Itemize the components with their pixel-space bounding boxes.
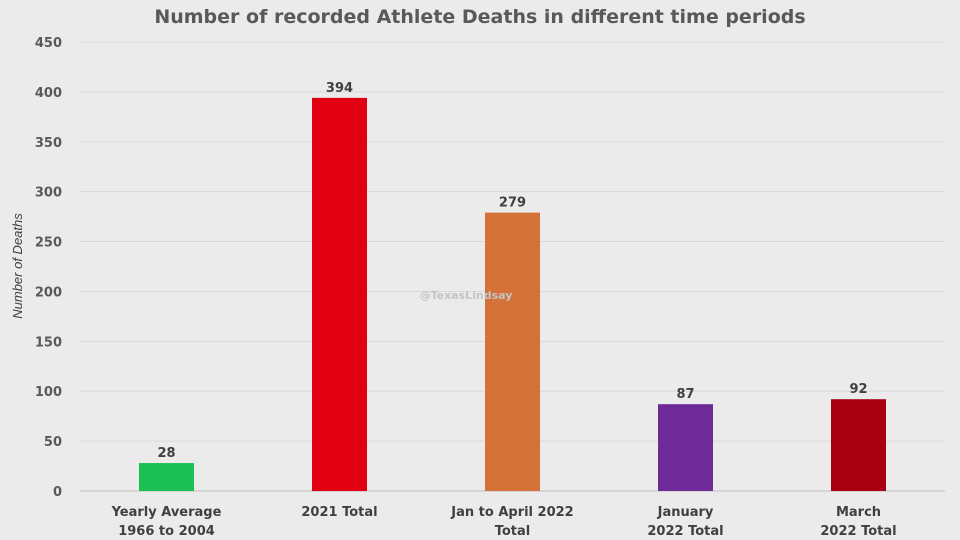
watermark: @TexasLindsay [420, 289, 513, 302]
y-tick-label: 100 [35, 385, 62, 400]
y-tick-label: 400 [35, 86, 62, 101]
x-tick-label: January [657, 505, 714, 520]
data-label: 87 [676, 387, 694, 402]
data-label: 279 [499, 196, 526, 211]
bar [831, 399, 886, 491]
x-tick-label: Yearly Average [111, 505, 222, 520]
bar [139, 463, 194, 491]
x-tick-label: 2022 Total [820, 524, 896, 539]
data-label: 28 [157, 446, 175, 461]
y-tick-label: 250 [35, 236, 62, 251]
x-tick-label: March [836, 505, 881, 520]
bar [658, 404, 713, 491]
data-label: 92 [849, 382, 867, 397]
y-tick-label: 350 [35, 136, 62, 151]
y-tick-label: 200 [35, 285, 62, 300]
y-tick-label: 450 [35, 36, 62, 51]
bar [485, 212, 540, 491]
x-tick-label: Jan to April 2022 [450, 505, 573, 520]
x-tick-label: 2022 Total [647, 524, 723, 539]
y-axis-label: Number of Deaths [10, 213, 25, 319]
y-tick-label: 150 [35, 335, 62, 350]
y-tick-label: 300 [35, 186, 62, 201]
data-label: 394 [326, 81, 353, 96]
chart-title: Number of recorded Athlete Deaths in dif… [154, 6, 805, 28]
x-tick-label: Total [495, 524, 531, 539]
x-tick-label: 1966 to 2004 [118, 524, 215, 539]
y-tick-label: 50 [44, 435, 62, 450]
x-tick-label: 2021 Total [301, 505, 377, 520]
bar [312, 97, 367, 492]
y-tick-label: 0 [53, 485, 62, 500]
